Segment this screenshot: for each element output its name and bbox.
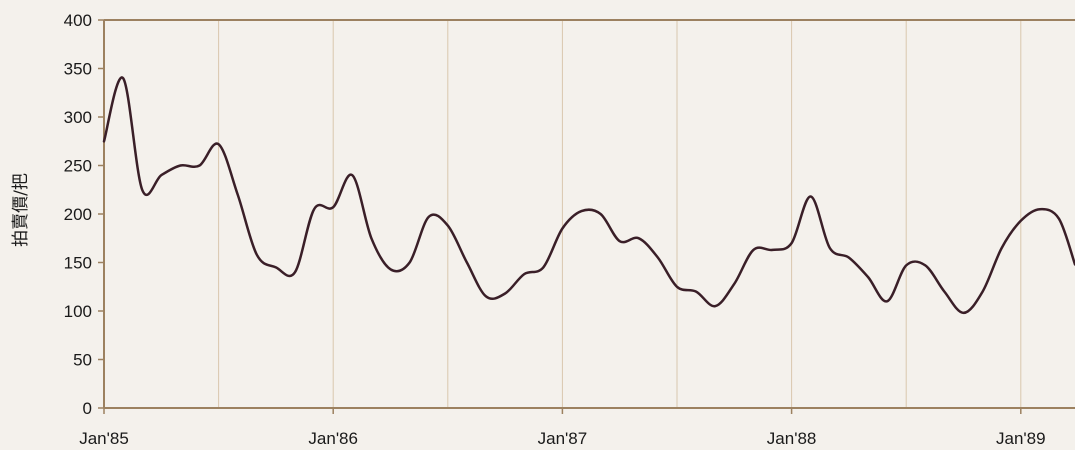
x-tick-label-1: Jan'86	[308, 429, 358, 448]
y-tick-label-250: 250	[64, 157, 92, 176]
y-tick-label-150: 150	[64, 254, 92, 273]
y-tick-label-300: 300	[64, 108, 92, 127]
axes	[98, 19, 1075, 414]
x-tick-label-0: Jan'85	[79, 429, 129, 448]
series-group	[102, 76, 1075, 315]
x-tick-labels: Jan'85 Jan'86 Jan'87 Jan'88 Jan'89	[79, 429, 1045, 448]
y-tick-label-350: 350	[64, 60, 92, 79]
x-tick-label-3: Jan'88	[767, 429, 817, 448]
y-tick-label-400: 400	[64, 11, 92, 30]
y-tick-label-100: 100	[64, 302, 92, 321]
y-axis-label: 拍賣價/把	[11, 173, 31, 247]
y-tick-label-50: 50	[73, 351, 92, 370]
y-tick-label-0: 0	[83, 399, 92, 418]
gridlines	[218, 20, 1022, 408]
x-tick-label-4: Jan'89	[996, 429, 1046, 448]
y-tick-labels: 0 50 100 150 200 250 300 350 400	[64, 11, 92, 418]
y-tick-label-200: 200	[64, 205, 92, 224]
series-line-0	[102, 76, 1075, 315]
x-tick-label-2: Jan'87	[538, 429, 588, 448]
